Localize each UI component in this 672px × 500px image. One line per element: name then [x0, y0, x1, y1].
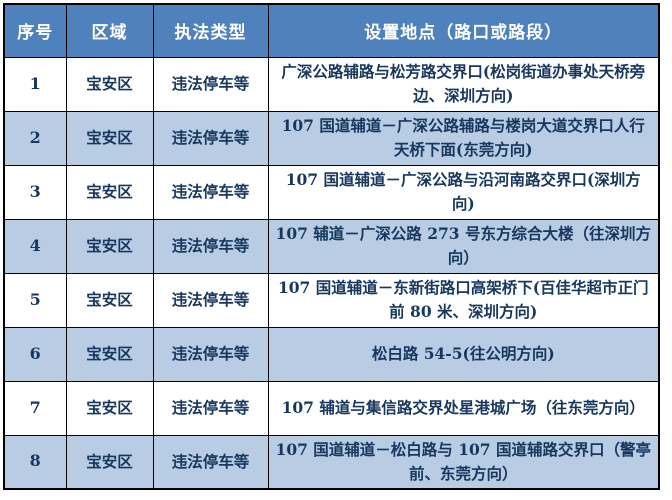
table-row: 1 宝安区 违法停车等 广深公路辅路与松芳路交界口(松岗街道办事处天桥旁边、深圳…: [3, 56, 660, 112]
table-row: 8 宝安区 违法停车等 107 国道辅道－松白路与 107 国道辅路交界口（警亭…: [3, 434, 660, 490]
col-header-type: 执法类型: [152, 3, 269, 58]
cell-region: 宝安区: [65, 110, 154, 166]
cell-no: 8: [3, 434, 67, 490]
cell-type: 违法停车等: [152, 434, 269, 490]
col-header-location: 设置地点（路口或路段）: [267, 3, 660, 58]
table-row: 4 宝安区 违法停车等 107 辅道－广深公路 273 号东方综合大楼（往深圳方…: [3, 218, 660, 274]
cell-type: 违法停车等: [152, 272, 269, 328]
cell-no: 1: [3, 56, 67, 112]
col-header-region: 区域: [65, 3, 154, 58]
cell-no: 5: [3, 272, 67, 328]
cell-location: 广深公路辅路与松芳路交界口(松岗街道办事处天桥旁边、深圳方向): [267, 56, 660, 112]
cell-location: 107 国道辅道－松白路与 107 国道辅路交界口（警亭前、东莞方向）: [267, 434, 660, 490]
cell-type: 违法停车等: [152, 326, 269, 382]
cell-region: 宝安区: [65, 326, 154, 382]
cell-location: 107 国道辅道－东新街路口高架桥下(百佳华超市正门前 80 米、深圳方向): [267, 272, 660, 328]
cell-region: 宝安区: [65, 272, 154, 328]
cell-type: 违法停车等: [152, 110, 269, 166]
cell-location: 107 辅道与集信路交界处星港城广场（往东莞方向）: [267, 380, 660, 436]
col-header-no: 序号: [3, 3, 67, 58]
table-row: 6 宝安区 违法停车等 松白路 54-5(往公明方向): [3, 326, 660, 382]
cell-type: 违法停车等: [152, 164, 269, 220]
cell-region: 宝安区: [65, 56, 154, 112]
cell-no: 2: [3, 110, 67, 166]
table-row: 2 宝安区 违法停车等 107 国道辅道－广深公路辅路与楼岗大道交界口人行天桥下…: [3, 110, 660, 166]
cell-region: 宝安区: [65, 380, 154, 436]
cell-no: 6: [3, 326, 67, 382]
cell-location: 107 国道辅道－广深公路辅路与楼岗大道交界口人行天桥下面(东莞方向): [267, 110, 660, 166]
cell-type: 违法停车等: [152, 56, 269, 112]
cell-no: 3: [3, 164, 67, 220]
table-header-row: 序号 区域 执法类型 设置地点（路口或路段）: [3, 3, 660, 58]
cell-location: 107 国道辅道－广深公路与沿河南路交界口(深圳方向): [267, 164, 660, 220]
cell-location: 松白路 54-5(往公明方向): [267, 326, 660, 382]
table-row: 5 宝安区 违法停车等 107 国道辅道－东新街路口高架桥下(百佳华超市正门前 …: [3, 272, 660, 328]
cell-type: 违法停车等: [152, 380, 269, 436]
cell-no: 4: [3, 218, 67, 274]
cell-region: 宝安区: [65, 164, 154, 220]
cell-type: 违法停车等: [152, 218, 269, 274]
cell-region: 宝安区: [65, 434, 154, 490]
cell-region: 宝安区: [65, 218, 154, 274]
table-row: 3 宝安区 违法停车等 107 国道辅道－广深公路与沿河南路交界口(深圳方向): [3, 164, 660, 220]
table-row: 7 宝安区 违法停车等 107 辅道与集信路交界处星港城广场（往东莞方向）: [3, 380, 660, 436]
cell-location: 107 辅道－广深公路 273 号东方综合大楼（往深圳方向）: [267, 218, 660, 274]
enforcement-locations-table: 序号 区域 执法类型 设置地点（路口或路段） 1 宝安区 违法停车等 广深公路辅…: [3, 3, 660, 490]
cell-no: 7: [3, 380, 67, 436]
